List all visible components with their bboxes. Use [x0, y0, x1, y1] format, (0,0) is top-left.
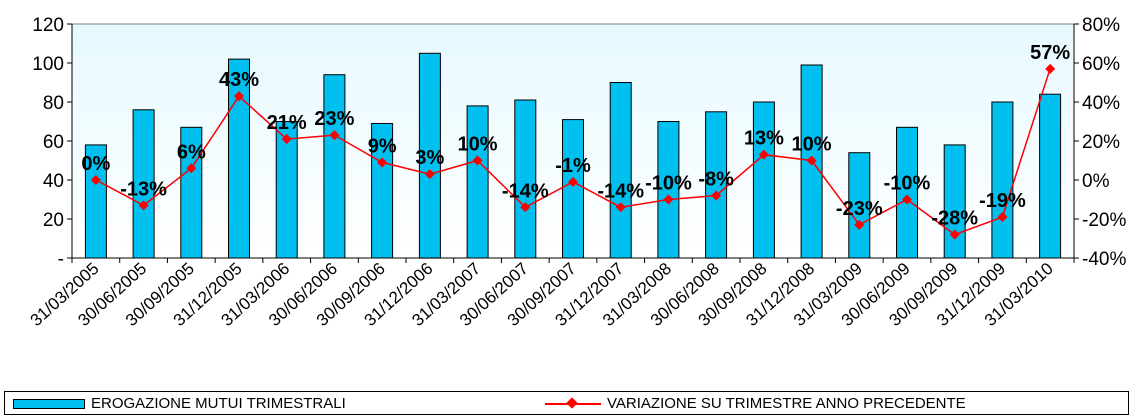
variation-label: 3%: [415, 147, 444, 169]
variation-label: -28%: [931, 208, 978, 230]
variation-point-31/03/2007: [472, 155, 483, 166]
variation-label: -23%: [836, 198, 883, 220]
variation-point-31/03/2009: [854, 219, 865, 230]
bar-30/06/2007: [514, 99, 537, 259]
legend-item-line: VARIAZIONE SU TRIMESTRE ANNO PRECEDENTE: [545, 395, 966, 412]
variation-label: 0%: [81, 153, 110, 175]
y-left-tick-label: -: [58, 249, 64, 270]
variation-label: 10%: [458, 134, 498, 156]
variation-point-30/06/2009: [902, 194, 912, 205]
variation-label: -14%: [502, 180, 549, 202]
legend-item-bars: EROGAZIONE MUTUI TRIMESTRALI: [13, 395, 346, 412]
y-right-tick-label: 0%: [1082, 171, 1110, 192]
variation-point-31/12/2005: [234, 91, 244, 102]
bar-31/03/2007: [466, 105, 489, 259]
variation-label: -1%: [555, 155, 591, 177]
y-right-tick-label: 80%: [1082, 15, 1120, 36]
variation-point-30/09/2005: [186, 163, 197, 174]
variation-point-31/12/2007: [615, 202, 626, 213]
y-right-tick-label: 20%: [1082, 132, 1120, 153]
y-left-tick-label: 120: [32, 15, 64, 36]
y-left-tick-label: 60: [43, 132, 64, 153]
bar-30/09/2007: [562, 119, 584, 259]
variation-label: 9%: [368, 135, 397, 157]
legend-label-bars: EROGAZIONE MUTUI TRIMESTRALI: [91, 395, 346, 412]
legend: EROGAZIONE MUTUI TRIMESTRALI VARIAZIONE …: [4, 391, 1129, 415]
variation-label: 13%: [744, 128, 784, 150]
bar-30/09/2008: [752, 101, 775, 259]
variation-label: -10%: [884, 173, 931, 195]
y-right-tick-label: -20%: [1082, 210, 1126, 231]
variation-point-31/12/2008: [806, 155, 817, 166]
variation-point-31/03/2006: [281, 134, 292, 145]
variation-point-31/03/2008: [663, 194, 674, 205]
bar-31/12/2009: [991, 101, 1014, 259]
bar-31/03/2010: [1039, 93, 1062, 259]
bar-31/12/2007: [609, 82, 632, 259]
variation-label: -13%: [120, 178, 167, 200]
y-right-tick-label: -40%: [1082, 249, 1126, 270]
y-left-tick-label: 20: [43, 210, 64, 231]
variation-point-30/09/2006: [377, 157, 388, 168]
variation-label: 43%: [219, 69, 259, 91]
variation-label: -8%: [698, 169, 734, 191]
variation-point-30/06/2007: [520, 202, 531, 213]
bar-30/09/2009: [943, 144, 966, 259]
bar-30/06/2006: [323, 74, 346, 259]
variation-label: 57%: [1030, 42, 1070, 64]
variation-label: -19%: [979, 190, 1026, 212]
legend-swatch-bar: [13, 398, 85, 409]
legend-label-line: VARIAZIONE SU TRIMESTRE ANNO PRECEDENTE: [607, 395, 966, 412]
variation-point-30/06/2008: [711, 190, 722, 201]
variation-point-30/06/2005: [138, 200, 149, 211]
combo-chart: -20406080100120-40%-20%0%20%40%60%80%31/…: [27, 15, 1127, 330]
y-left-tick-label: 100: [32, 54, 64, 75]
variation-point-31/03/2005: [90, 175, 101, 185]
variation-label: 6%: [177, 141, 206, 163]
variation-label: 10%: [792, 134, 832, 156]
y-left-tick-label: 40: [43, 171, 64, 192]
variation-label: 21%: [267, 112, 307, 134]
y-right-tick-label: 60%: [1082, 54, 1120, 75]
variation-label: -14%: [597, 180, 644, 202]
variation-point-31/12/2009: [997, 212, 1008, 223]
variation-point-30/06/2006: [329, 130, 340, 141]
legend-swatch-line: [545, 398, 601, 410]
variation-point-30/09/2008: [758, 149, 769, 160]
variation-label: -10%: [645, 173, 692, 195]
variation-point-30/09/2009: [949, 229, 960, 240]
variation-point-30/09/2007: [568, 176, 578, 187]
variation-point-31/12/2006: [424, 169, 435, 180]
variation-label: 23%: [314, 108, 354, 130]
y-right-tick-label: 40%: [1082, 93, 1120, 114]
y-left-tick-label: 80: [43, 93, 64, 114]
variation-point-31/03/2010: [1045, 63, 1056, 74]
